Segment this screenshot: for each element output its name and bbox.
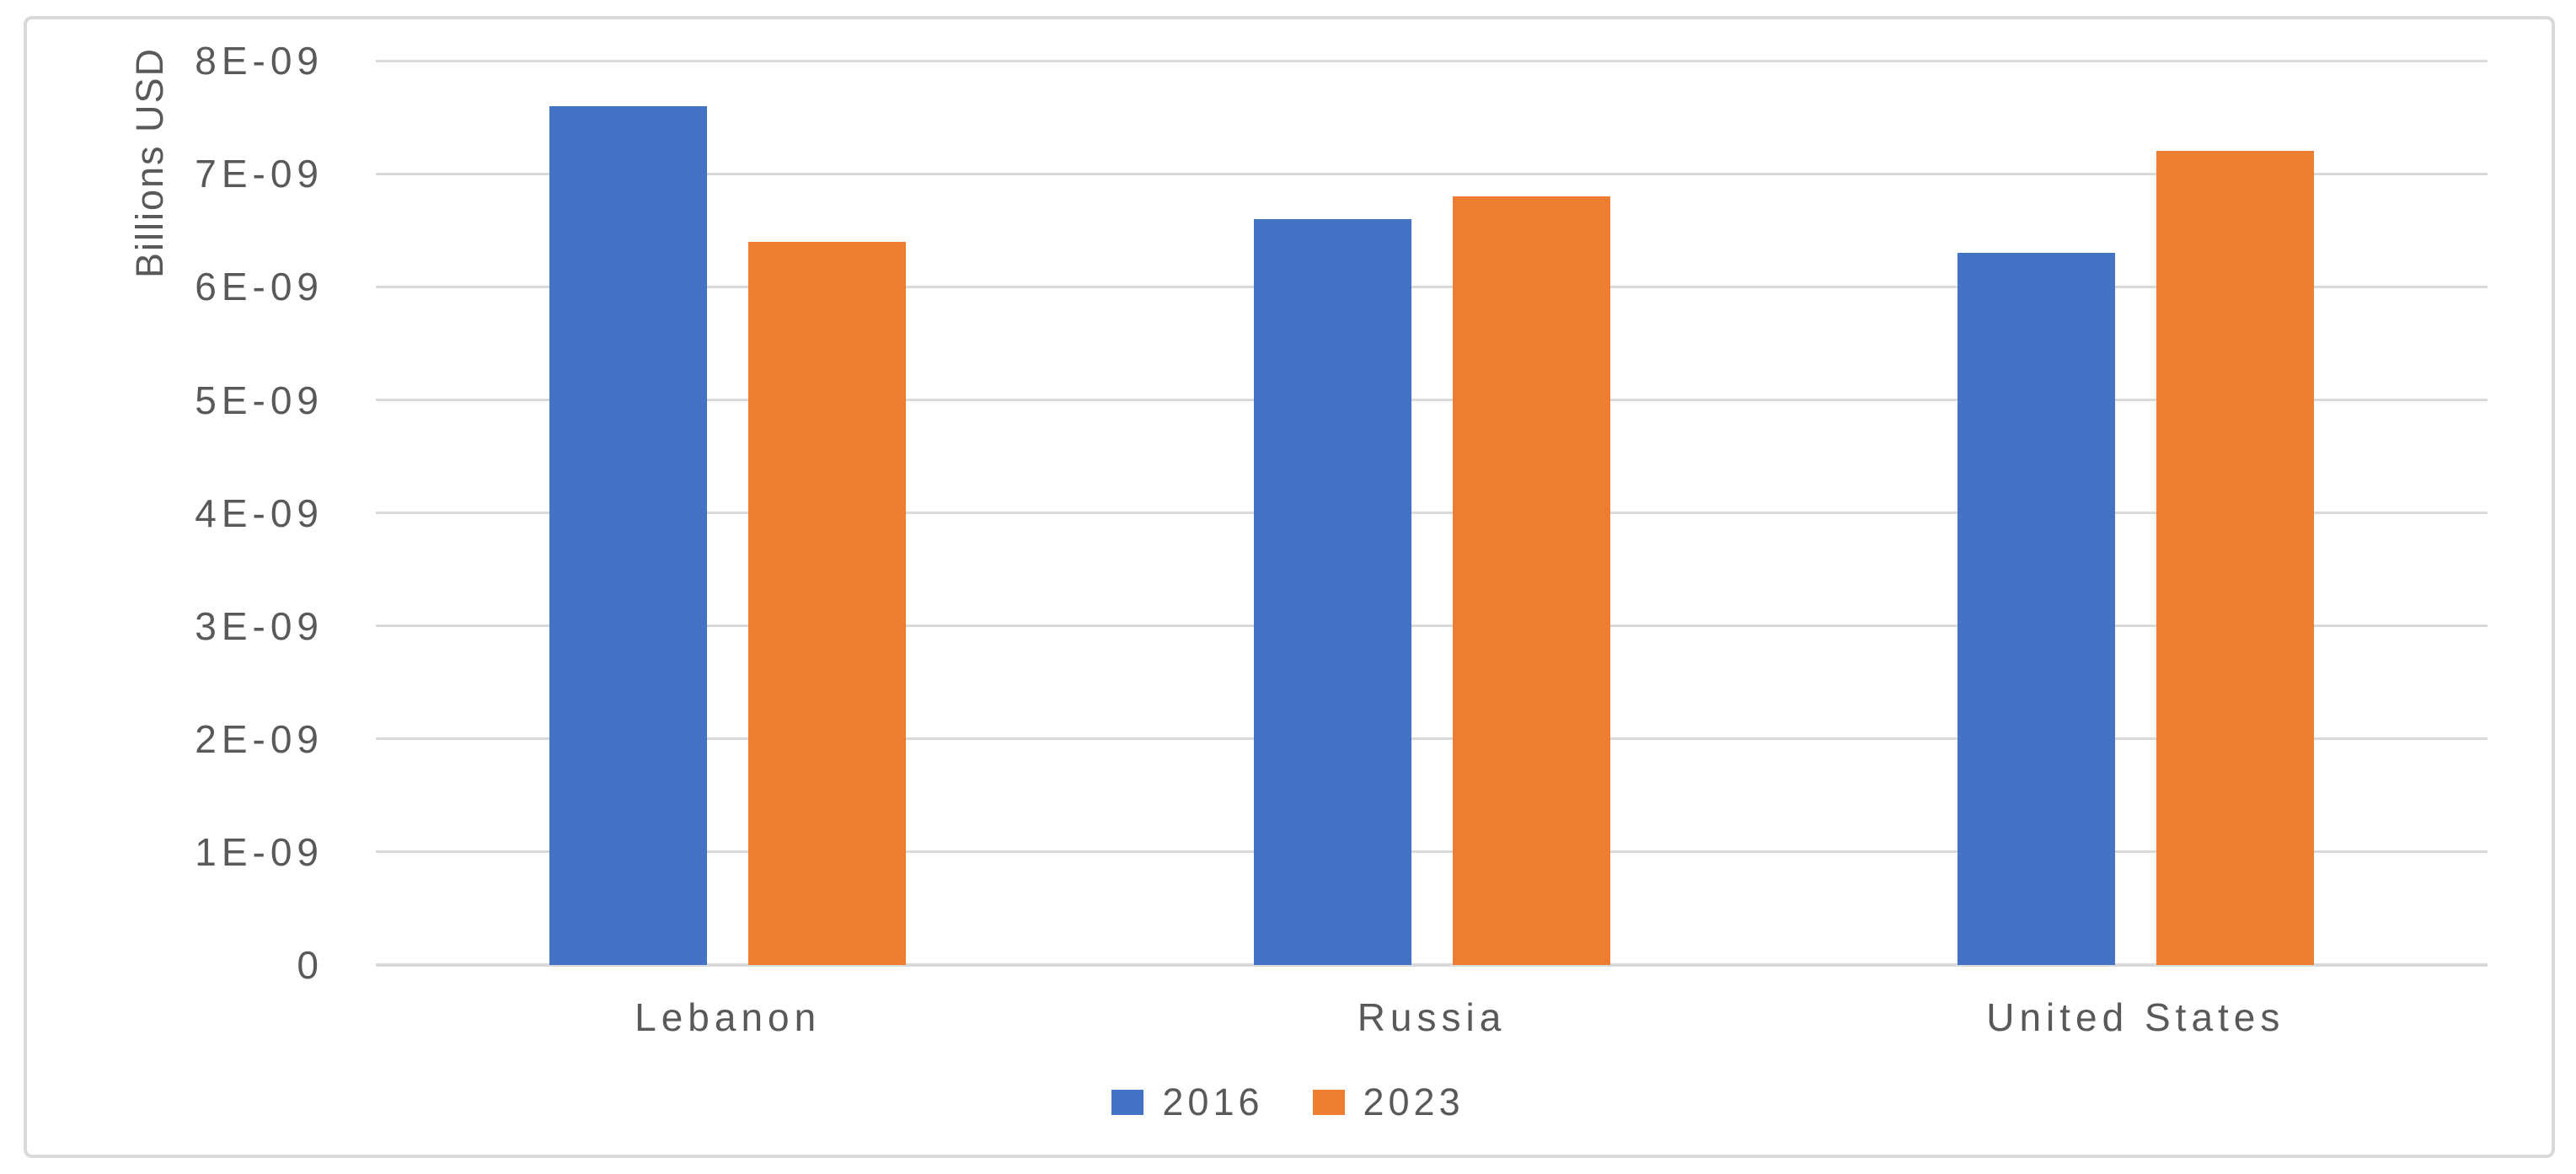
gridline-0 [376,963,2488,967]
legend-entry-2023: 2023 [1312,1080,1465,1124]
legend-entry-2016: 2016 [1111,1080,1263,1124]
y-tick-label-1E-09: 1E-09 [195,829,324,874]
gridline-3E-09 [376,625,2488,628]
x-category-label-russia: Russia [1357,995,1507,1039]
y-tick-label-8E-09: 8E-09 [195,39,324,83]
gridline-4E-09 [376,512,2488,515]
legend-swatch-2023 [1312,1090,1345,1115]
x-category-label-united-states: United States [1986,995,2285,1039]
y-tick-label-7E-09: 7E-09 [195,152,324,196]
x-category-label-lebanon: Lebanon [635,995,822,1039]
gridline-7E-09 [376,172,2488,175]
gridline-6E-09 [376,285,2488,288]
legend-label-2023: 2023 [1363,1080,1465,1123]
y-tick-label-3E-09: 3E-09 [195,603,324,648]
bar-russia-2016 [1253,218,1411,965]
y-tick-label-0: 0 [297,943,324,987]
y-tick-label-4E-09: 4E-09 [195,491,324,535]
gridline-5E-09 [376,399,2488,401]
gridline-2E-09 [376,737,2488,741]
y-tick-label-2E-09: 2E-09 [195,716,324,761]
legend-label-2016: 2016 [1162,1080,1264,1123]
legend-swatch-2016 [1111,1090,1144,1115]
gridline-1E-09 [376,850,2488,854]
bar-united-states-2023 [2156,151,2314,965]
bar-lebanon-2016 [549,105,708,965]
bar-lebanon-2023 [748,241,907,965]
gridline-8E-09 [376,59,2488,62]
y-tick-label-5E-09: 5E-09 [195,378,324,422]
y-tick-label-6E-09: 6E-09 [195,265,324,309]
legend: 2016 2023 [0,1080,2576,1124]
bar-russia-2023 [1452,196,1610,965]
bar-united-states-2016 [1957,253,2115,965]
